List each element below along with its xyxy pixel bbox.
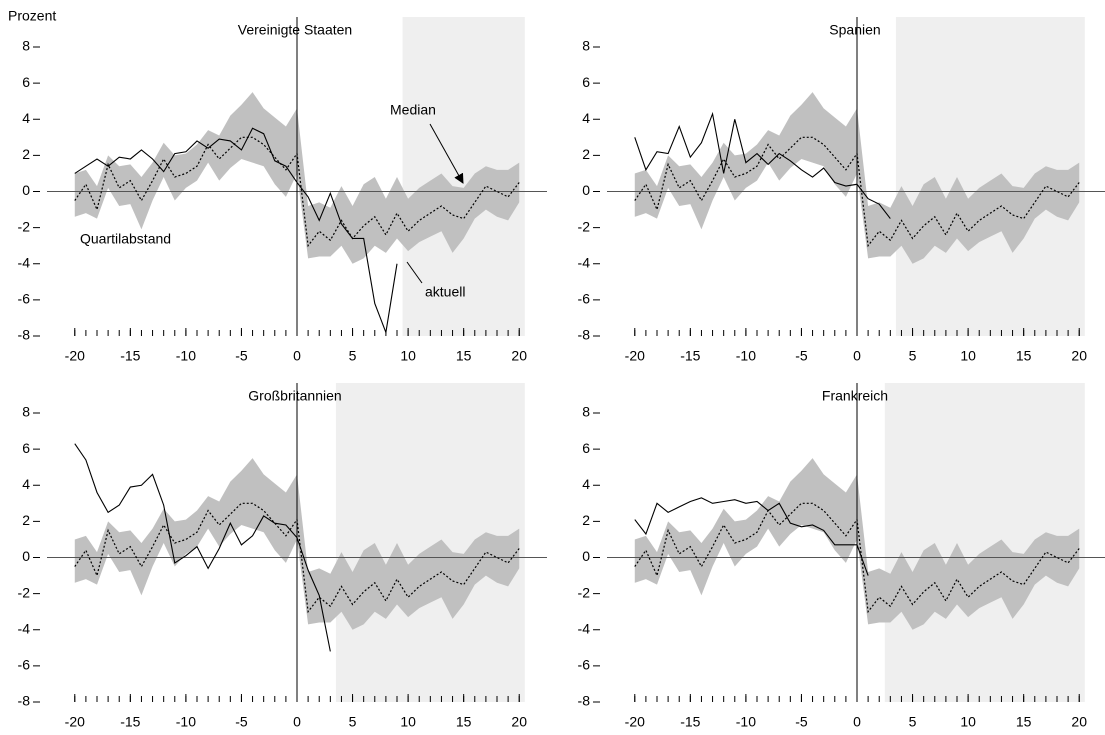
y-tick-label: 4 [22,110,30,126]
x-tick-label: 10 [400,714,416,730]
quartile-band [634,92,1080,264]
y-tick-label: 6 [22,440,30,456]
x-tick-label: 15 [456,714,472,730]
annotation: aktuell [425,284,465,300]
x-tick-label: 0 [293,714,301,730]
x-tick-label: 5 [349,714,357,730]
x-tick-label: 10 [960,348,976,364]
quartile-band [74,458,520,630]
y-tick-label: -4 [18,254,31,270]
y-tick-label: 2 [582,512,590,528]
actual-line [634,497,869,576]
y-tick-label: 0 [22,548,30,564]
median-line [634,502,1080,614]
x-tick-label: 0 [853,714,861,730]
y-tick-label: 4 [582,110,590,126]
x-tick-label: -20 [65,714,85,730]
y-tick-label: 8 [582,38,590,54]
quartile-band [634,458,1080,630]
x-tick-label: -20 [65,348,85,364]
x-tick-label: -5 [795,348,808,364]
x-tick-label: 20 [511,348,527,364]
x-tick-label: 5 [909,348,917,364]
x-tick-label: 5 [349,348,357,364]
annotation: Quartilabstand [80,231,171,247]
x-tick-label: 10 [400,348,416,364]
x-tick-label: -20 [625,714,645,730]
x-tick-label: -15 [120,714,140,730]
x-tick-label: -15 [680,714,700,730]
x-tick-label: -5 [235,348,248,364]
y-tick-label: 2 [22,512,30,528]
y-tick-label: 6 [582,74,590,90]
annotation: Median [390,102,436,118]
y-tick-label: 8 [22,38,30,54]
y-tick-label: 4 [582,476,590,492]
actual-line [634,111,891,219]
median-line [74,502,520,614]
x-tick-label: -20 [625,348,645,364]
y-tick-label: 8 [22,404,30,420]
y-tick-label: -6 [18,657,31,673]
x-tick-label: 15 [456,348,472,364]
y-tick-label: 6 [582,440,590,456]
x-tick-label: 20 [1071,348,1087,364]
y-tick-label: 0 [582,548,590,564]
y-tick-label: -2 [578,218,591,234]
quartile-band [74,92,520,264]
x-tick-label: 15 [1016,714,1032,730]
panel-title: Großbritannien [248,388,341,404]
y-tick-label: -8 [578,693,591,709]
x-tick-label: -5 [235,714,248,730]
y-axis-label: Prozent [8,8,56,24]
y-tick-label: -8 [18,693,31,709]
y-tick-label: 4 [22,476,30,492]
actual-line [74,127,398,335]
x-tick-label: 15 [1016,348,1032,364]
x-tick-label: 0 [853,348,861,364]
y-tick-label: 0 [582,182,590,198]
y-tick-label: 2 [582,146,590,162]
x-tick-label: 20 [511,714,527,730]
y-tick-label: -4 [18,620,31,636]
annotation-pointer [406,261,423,284]
actual-line [74,443,331,652]
y-tick-label: 0 [22,182,30,198]
y-tick-label: -4 [578,620,591,636]
y-tick-label: -4 [578,254,591,270]
panel-title: Frankreich [822,388,888,404]
annotation-pointer [429,123,464,184]
x-tick-label: -10 [736,348,756,364]
y-tick-label: -6 [18,291,31,307]
y-tick-label: -6 [578,657,591,673]
x-tick-label: 20 [1071,714,1087,730]
y-tick-label: -6 [578,291,591,307]
x-tick-label: -10 [176,714,196,730]
y-tick-label: 6 [22,74,30,90]
x-tick-label: -15 [680,348,700,364]
y-tick-label: 8 [582,404,590,420]
y-tick-label: -8 [18,327,31,343]
panel-title: Spanien [829,22,880,38]
median-line [634,136,1080,248]
x-tick-label: -5 [795,714,808,730]
y-tick-label: -2 [578,584,591,600]
median-line [74,136,520,248]
y-tick-label: 2 [22,146,30,162]
x-tick-label: 10 [960,714,976,730]
x-tick-label: 5 [909,714,917,730]
x-tick-label: -15 [120,348,140,364]
x-tick-label: -10 [176,348,196,364]
y-tick-label: -2 [18,218,31,234]
y-tick-label: -8 [578,327,591,343]
panel-title: Vereinigte Staaten [238,22,352,38]
x-tick-label: 0 [293,348,301,364]
x-tick-label: -10 [736,714,756,730]
y-tick-label: -2 [18,584,31,600]
